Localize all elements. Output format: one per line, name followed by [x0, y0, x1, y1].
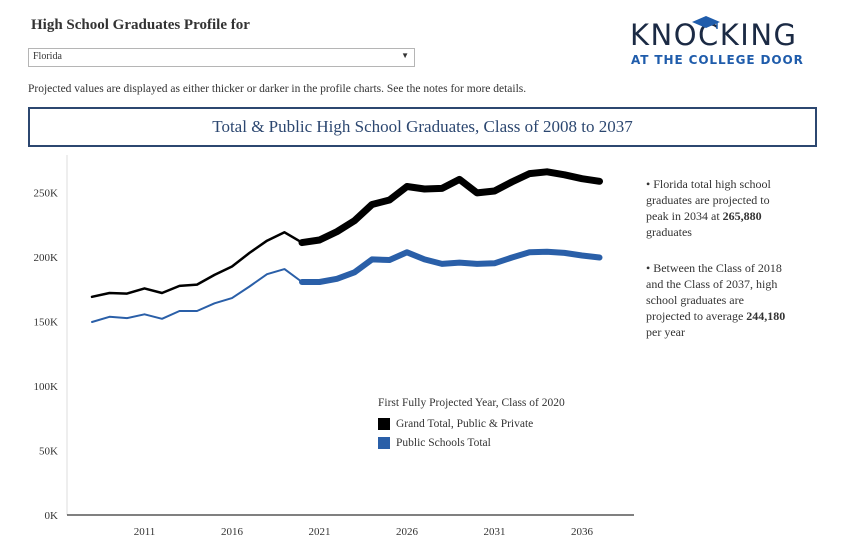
- x-tick-label: 2016: [221, 526, 244, 538]
- chart-title-banner: Total & Public High School Graduates, Cl…: [28, 107, 817, 147]
- state-select[interactable]: Florida ▼: [28, 48, 415, 67]
- y-tick-label: 50K: [39, 445, 58, 457]
- data-point: [563, 174, 566, 176]
- data-point: [143, 313, 146, 315]
- data-point: [423, 188, 426, 190]
- data-point: [248, 285, 251, 288]
- data-point: [388, 199, 391, 201]
- data-point: [353, 220, 356, 222]
- state-select-value: Florida: [33, 51, 62, 62]
- legend-title: First Fully Projected Year, Class of 202…: [378, 397, 565, 409]
- legend-item-public[interactable]: Public Schools Total: [378, 433, 565, 452]
- data-point: [598, 256, 601, 259]
- legend: First Fully Projected Year, Class of 202…: [378, 397, 565, 452]
- data-point: [178, 310, 181, 312]
- chevron-down-icon: ▼: [401, 51, 409, 60]
- data-point: [213, 302, 216, 304]
- data-point: [423, 258, 426, 260]
- data-point: [581, 178, 583, 180]
- data-point: [476, 192, 478, 194]
- x-tick-label: 2031: [484, 526, 506, 538]
- data-point: [581, 254, 583, 257]
- series-line-public-projected: [299, 248, 603, 285]
- line-chart: 0K 50K 100K 150K 200K 250K 2011 2016 2021 2026 203…: [34, 155, 634, 538]
- data-point: [91, 321, 93, 323]
- data-point: [371, 203, 373, 206]
- data-point: [528, 172, 531, 175]
- data-point: [143, 287, 146, 290]
- data-point: [528, 251, 531, 253]
- x-tick-label: 2026: [396, 526, 419, 538]
- data-point: [161, 292, 163, 294]
- data-point: [458, 262, 461, 264]
- data-point: [301, 242, 303, 244]
- x-tick-label: 2021: [309, 526, 331, 538]
- data-point: [458, 178, 461, 180]
- y-tick-label: 0K: [45, 510, 59, 522]
- data-point: [318, 281, 321, 283]
- data-point: [388, 259, 391, 261]
- series-line-total-actual: [90, 231, 304, 299]
- data-point: [231, 297, 233, 299]
- data-point: [336, 278, 338, 280]
- note-peak: • Florida total high school graduates ar…: [646, 177, 771, 239]
- notes-panel: • Florida total high school graduates ar…: [646, 176, 791, 360]
- y-tick-label: 250K: [34, 187, 59, 199]
- data-point: [126, 293, 128, 295]
- data-point: [406, 185, 408, 188]
- data-point: [336, 231, 338, 233]
- logo: KNOCKING AT THE COLLEGE DOOR: [630, 16, 815, 73]
- data-point: [266, 240, 268, 242]
- data-point: [353, 271, 356, 273]
- data-point: [231, 265, 233, 268]
- data-point: [493, 262, 496, 264]
- legend-item-total[interactable]: Grand Total, Public & Private: [378, 414, 565, 433]
- y-tick-label: 150K: [34, 316, 59, 328]
- note-average: • Between the Class of 2018 and the Clas…: [646, 261, 786, 339]
- data-point: [283, 268, 286, 270]
- data-point: [178, 285, 181, 287]
- data-point: [546, 171, 548, 173]
- data-point: [546, 251, 548, 253]
- data-point: [406, 251, 408, 253]
- data-point: [196, 283, 198, 286]
- data-point: [563, 252, 566, 254]
- y-tick-label: 100K: [34, 381, 59, 393]
- data-point: [283, 231, 286, 233]
- data-point: [108, 316, 111, 318]
- data-point: [301, 281, 303, 283]
- data-point: [371, 258, 373, 260]
- data-point: [318, 239, 321, 241]
- data-point: [91, 296, 93, 298]
- legend-label-public: Public Schools Total: [396, 436, 491, 449]
- data-point: [126, 317, 128, 319]
- graduation-cap-icon: [692, 16, 720, 29]
- data-point: [161, 318, 163, 320]
- series-line-public-actual: [91, 268, 303, 323]
- data-point: [476, 263, 478, 265]
- series-line-total-projected: [298, 168, 603, 247]
- page-title: High School Graduates Profile for: [31, 17, 250, 33]
- data-point: [511, 256, 513, 259]
- logo-line2: AT THE COLLEGE DOOR: [631, 53, 804, 67]
- data-point: [511, 181, 513, 183]
- data-point: [441, 263, 443, 265]
- data-point: [196, 310, 198, 312]
- data-point: [266, 273, 268, 275]
- x-tick-label: 2036: [571, 526, 594, 538]
- data-point: [108, 292, 111, 294]
- data-point: [213, 274, 216, 276]
- projection-note: Projected values are displayed as either…: [28, 83, 527, 95]
- legend-swatch-public: [378, 436, 390, 449]
- data-point: [441, 187, 443, 189]
- data-point: [598, 180, 601, 182]
- legend-swatch-total: [378, 417, 390, 430]
- y-tick-label: 200K: [34, 252, 59, 264]
- data-point: [248, 252, 251, 254]
- x-tick-label: 2011: [134, 526, 156, 538]
- legend-label-total: Grand Total, Public & Private: [396, 417, 534, 430]
- data-point: [493, 190, 496, 192]
